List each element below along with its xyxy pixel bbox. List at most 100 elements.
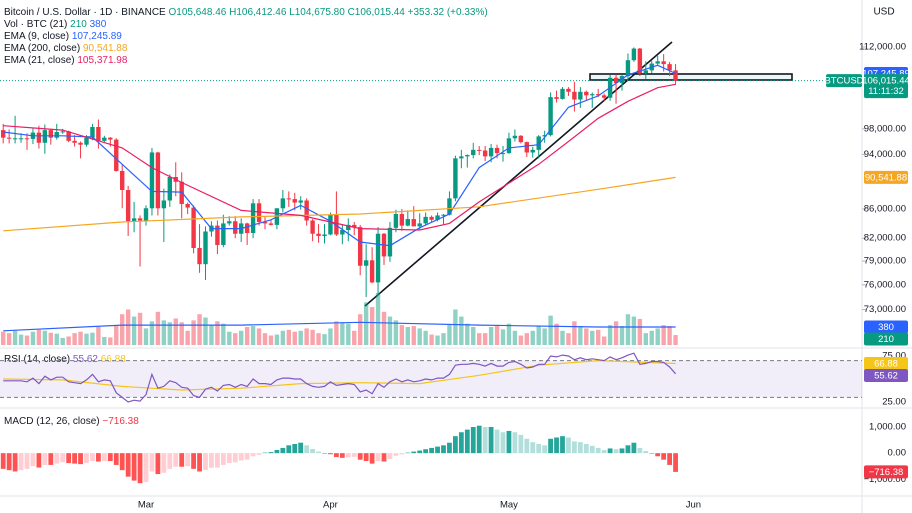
volume-bar — [340, 322, 345, 345]
volume-bar — [60, 337, 65, 345]
volume-bar — [149, 321, 155, 345]
volume-last: 210 — [70, 19, 87, 30]
macd-bar — [494, 429, 500, 454]
volume-bar — [233, 333, 238, 345]
low: L104,675.80 — [289, 7, 345, 18]
volume-bar — [262, 333, 268, 345]
macd-bar — [500, 432, 506, 454]
candle-body — [143, 208, 149, 221]
macd-bar — [393, 453, 399, 456]
macd-bar — [625, 445, 631, 454]
y-tick-label: 98,000.00 — [864, 123, 906, 134]
candle-body — [411, 219, 416, 227]
macd-bar — [292, 444, 298, 454]
x-tick-label: Mar — [138, 500, 154, 511]
volume-name: Vol · BTC (21) — [4, 19, 67, 30]
candle-body — [96, 126, 101, 141]
volume-bar — [244, 327, 250, 345]
ema-name: EMA (9, close) — [4, 31, 69, 42]
candle-body — [387, 227, 393, 257]
macd-bar — [316, 451, 321, 454]
candle-body — [131, 218, 137, 222]
volume-bar — [596, 329, 601, 345]
macd-bar — [304, 445, 310, 454]
macd-bar — [488, 427, 494, 454]
macd-bar — [322, 453, 327, 454]
candle-body — [584, 91, 589, 96]
x-tick-label: Apr — [323, 500, 338, 511]
volume-bar — [125, 309, 131, 345]
macd-name: MACD (12, 26, close) — [4, 416, 100, 427]
volume-bar — [572, 321, 577, 345]
candle-body — [137, 218, 143, 221]
candle-body — [566, 88, 571, 92]
macd-bar — [345, 453, 351, 458]
volume-bar — [399, 325, 405, 345]
volume-bar — [429, 334, 434, 345]
volume-bar — [72, 333, 77, 345]
candle-body — [346, 224, 351, 231]
macd-bar — [328, 453, 333, 455]
macd-bar — [334, 453, 339, 458]
candle-body — [637, 48, 643, 74]
candle-body — [6, 137, 12, 139]
open: O105,648.46 — [169, 7, 227, 18]
macd-bar — [215, 453, 220, 468]
symbol: Bitcoin / U.S. Dollar · 1D · BINANCE — [4, 7, 166, 18]
macd-bar — [6, 453, 12, 471]
candle-body — [108, 137, 113, 140]
macd-bar — [369, 453, 375, 464]
macd-bar — [351, 453, 357, 457]
macd-bar — [131, 453, 137, 481]
macd-bar — [607, 448, 613, 454]
volume-bar — [548, 315, 553, 345]
volume-bar — [643, 333, 648, 345]
ema-name: EMA (200, close) — [4, 43, 80, 54]
macd-bar — [155, 453, 161, 475]
y-tick-label: 86,000.00 — [864, 203, 906, 214]
macd-bar — [363, 453, 369, 461]
candle-body — [631, 48, 637, 61]
macd-bar — [595, 447, 601, 454]
candle-body — [155, 152, 161, 209]
candle-body — [250, 203, 256, 233]
volume-bar — [310, 329, 315, 345]
macd-bar — [429, 447, 434, 454]
volume-bar — [18, 334, 24, 345]
candle-body — [673, 70, 678, 81]
macd-bar — [286, 445, 292, 454]
volume-bar — [363, 302, 369, 345]
macd-bar — [417, 450, 423, 454]
candle-body — [506, 138, 512, 154]
ema-name: EMA (21, close) — [4, 55, 75, 66]
ema-tag: 107,245.89 — [862, 69, 910, 80]
macd-bar — [167, 453, 173, 469]
volume-bar — [560, 330, 565, 345]
volume-bar — [346, 323, 351, 345]
volume-bar — [566, 333, 571, 345]
candle-body — [661, 61, 666, 65]
y-tick-label: 82,000.00 — [864, 233, 906, 244]
volume-bar — [6, 333, 12, 345]
candle-body — [453, 158, 458, 199]
countdown: 11:11:32 — [868, 86, 904, 97]
candle-body — [221, 223, 226, 245]
ema-legend: EMA (9, close) 107,245.89 — [4, 31, 122, 42]
macd-bar — [447, 442, 452, 454]
candle-body — [304, 200, 309, 221]
candle-body — [167, 177, 172, 201]
candle-body — [191, 207, 196, 249]
volume-bar — [524, 333, 529, 345]
candle-body — [12, 138, 18, 140]
macd-bar — [36, 453, 42, 468]
volume-bar — [90, 332, 95, 345]
macd-bar — [18, 453, 24, 471]
macd-bar — [566, 437, 571, 454]
volume-bar — [625, 314, 631, 345]
volume-bar — [590, 330, 595, 345]
volume-bar — [536, 326, 541, 345]
volume-bar — [120, 314, 125, 345]
macd-bar — [375, 453, 381, 461]
candle-body — [316, 233, 321, 236]
